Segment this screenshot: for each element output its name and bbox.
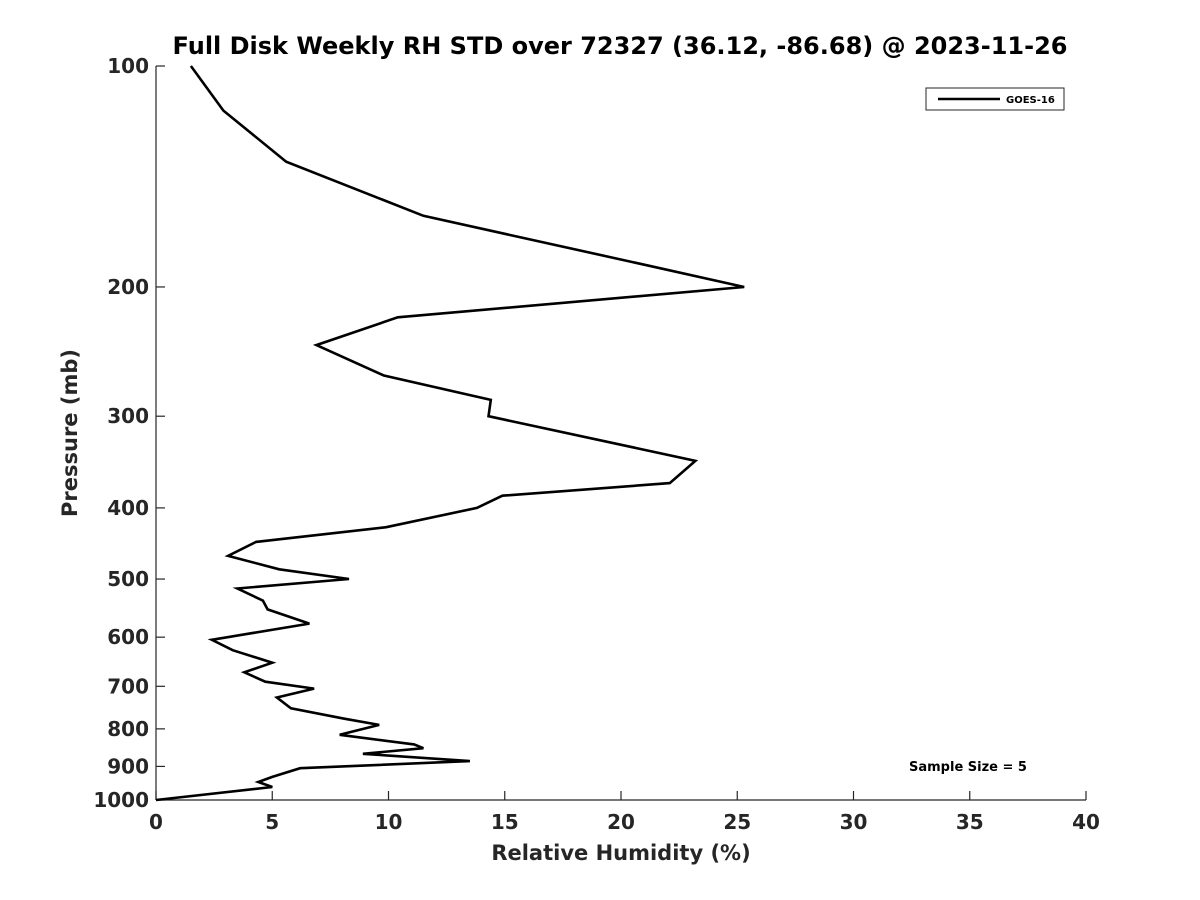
series-line-goes-16 — [155, 65, 745, 802]
x-tick-label: 10 — [375, 810, 403, 834]
x-axis-label: Relative Humidity (%) — [491, 841, 750, 865]
y-tick-label: 700 — [107, 674, 149, 698]
chart-title: Full Disk Weekly RH STD over 72327 (36.1… — [173, 32, 1068, 60]
y-tick-label: 1000 — [93, 788, 149, 812]
x-tick-label: 5 — [265, 810, 279, 834]
y-axis-label: Pressure (mb) — [58, 349, 82, 517]
y-tick-label: 300 — [107, 404, 149, 428]
sample-size-annotation: Sample Size = 5 — [909, 760, 1027, 775]
x-tick-label: 40 — [1072, 810, 1100, 834]
y-tick-label: 800 — [107, 717, 149, 741]
x-tick-label: 30 — [840, 810, 868, 834]
y-ticks: 100 200 300 400 500 600 700 800 900 1000 — [93, 54, 165, 812]
series-group — [155, 65, 745, 802]
x-tick-label: 25 — [723, 810, 751, 834]
legend: GOES-16 — [925, 87, 1065, 111]
y-tick-label: 400 — [107, 496, 149, 520]
y-tick-label: 600 — [107, 625, 149, 649]
y-tick-label: 900 — [107, 754, 149, 778]
y-tick-label: 500 — [107, 567, 149, 591]
x-tick-label: 20 — [607, 810, 635, 834]
x-tick-label: 15 — [491, 810, 519, 834]
y-tick-label: 200 — [107, 275, 149, 299]
x-tick-label: 35 — [956, 810, 984, 834]
x-tick-label: 0 — [149, 810, 163, 834]
y-tick-label: 100 — [107, 54, 149, 78]
x-ticks: 0 5 10 15 20 25 30 35 40 — [149, 791, 1100, 834]
legend-label-goes-16: GOES-16 — [1006, 95, 1055, 106]
